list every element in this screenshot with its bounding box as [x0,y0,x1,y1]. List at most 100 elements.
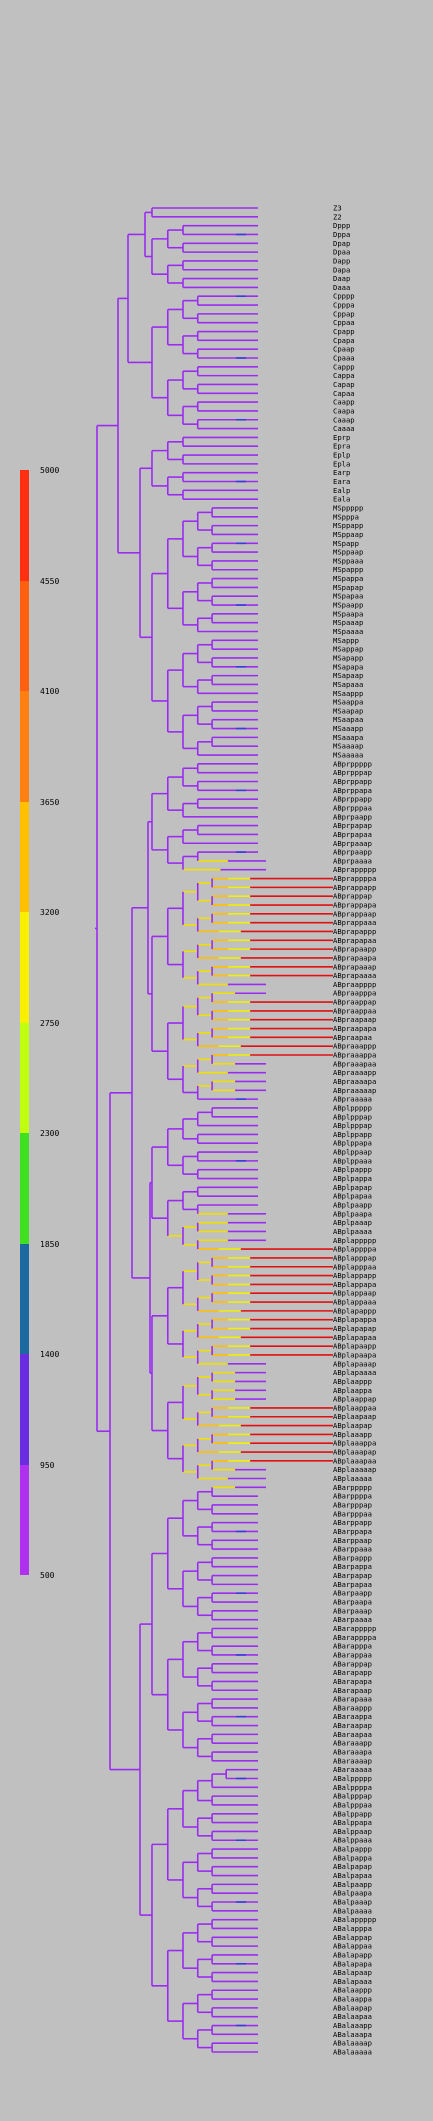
leaf-label: ABpraappap [333,998,376,1007]
color-scale-band [20,1022,29,1133]
leaf-label: Cppaa [333,318,355,327]
leaf-label: ABalaapap [333,2003,372,2012]
leaf-label: ABplappaap [333,1289,376,1298]
leaf-label: Z3 [333,204,342,213]
leaf-label: ABprpppap [333,768,372,777]
leaf-label: MSapapa [333,662,363,671]
leaf-label: ABpraappaa [333,1006,376,1015]
leaf-label: ABarpapaa [333,1580,372,1589]
color-scale-tick-label: 4550 [40,576,60,586]
leaf-label: ABprapaapa [333,953,376,962]
leaf-label: ABplpaapp [333,1200,372,1209]
leaf-label: MSaaaaa [333,751,363,760]
leaf-label: ABplappapa [333,1280,376,1289]
leaf-label: Caaaa [333,424,355,433]
leaf-label: ABprappapa [333,901,376,910]
color-scale-tick-label: 5000 [40,466,60,475]
leaf-label: Epra [333,442,350,451]
leaf-label: ABprpppaa [333,803,372,812]
leaf-label: ABpraaaaap [333,1086,376,1095]
leaf-label: Cpaap [333,345,355,354]
color-scale-tick-label: 2300 [40,1129,60,1138]
leaf-label: ABaraaapp [333,1739,372,1748]
leaf-label: Cpaaa [333,353,355,362]
leaf-label: ABalaaapp [333,2021,372,2030]
leaf-label: ABprappppa [333,874,376,883]
leaf-label: ABpraapaap [333,1015,376,1024]
leaf-label: ABalaaapa [333,2030,372,2039]
leaf-label: ABplaappaa [333,1403,376,1412]
leaf-label: ABplappaaa [333,1298,376,1307]
leaf-label: ABplapaapp [333,1342,376,1351]
leaf-label: ABplapaapa [333,1350,376,1359]
leaf-label: ABarpaaaa [333,1615,372,1624]
leaf-label: Dpap [333,239,350,248]
leaf-label: ABarpappa [333,1562,372,1571]
leaf-label: Eala [333,495,350,504]
leaf-label: ABarapaap [333,1686,372,1695]
leaf-label: ABaraapaa [333,1730,372,1739]
leaf-label: ABplaaapp [333,1430,372,1439]
leaf-label: ABprppppp [333,759,372,768]
leaf-label: MSaappp [333,689,363,698]
leaf-label: Dppp [333,221,350,230]
leaf-label: ABprapappp [333,927,376,936]
leaf-label: ABprpaaaa [333,856,372,865]
leaf-label: ABplapaaap [333,1359,376,1368]
leaf-label: ABarppaaa [333,1545,372,1554]
leaf-label: ABalppaap [333,1827,372,1836]
leaf-label: Cpppa [333,301,355,310]
color-scale-band [20,691,29,802]
color-scale-tick-label: 1400 [40,1350,60,1359]
color-scale-band [20,1133,29,1244]
leaf-label: MSaaaap [333,742,363,751]
leaf-label: ABarappppp [333,1624,376,1633]
leaf-label: ABpraaaaa [333,1095,372,1104]
color-scale-band [20,1243,29,1354]
leaf-label: ABplppaap [333,1148,372,1157]
leaf-label: ABalapapa [333,1959,372,1968]
leaf-label: ABalpaapp [333,1880,372,1889]
leaf-label: ABalpaaap [333,1898,372,1907]
leaf-label: Daaa [333,283,350,292]
leaf-label: Earp [333,468,350,477]
leaf-label: ABplpappp [333,1165,372,1174]
leaf-label: ABplpaaap [333,1218,372,1227]
leaf-label: ABarppppp [333,1483,372,1492]
leaf-label: ABplaapap [333,1421,372,1430]
leaf-label: MSaapaa [333,715,363,724]
leaf-label: ABaraaaap [333,1756,372,1765]
leaf-label: ABarappap [333,1659,372,1668]
leaf-label: ABplappppa [333,1245,376,1254]
leaf-label: ABarappppa [333,1633,376,1642]
leaf-label: MSaappa [333,698,363,707]
leaf-label: ABplpappa [333,1174,372,1183]
leaf-label: ABalappaa [333,1942,372,1951]
leaf-label: Caaap [333,415,355,424]
leaf-label: Dpaa [333,248,350,257]
leaf-label: ABplapppap [333,1253,376,1262]
color-scale-tick-label: 950 [40,1460,55,1470]
leaf-label: ABarppaap [333,1536,372,1545]
leaf-label: ABplaappap [333,1395,376,1404]
leaf-label: ABalpappa [333,1853,372,1862]
leaf-label: ABalppppa [333,1783,372,1792]
leaf-label: Epla [333,459,350,468]
leaf-label: Z2 [333,212,342,221]
leaf-label: MSapapp [333,653,363,662]
color-scale-tick-label: 2750 [40,1018,60,1028]
leaf-label: ABplpapap [333,1183,372,1192]
leaf-label: MSaaapa [333,733,363,742]
leaf-label: Dapa [333,265,350,274]
leaf-label: ABarappaa [333,1650,372,1659]
leaf-label: ABplappapp [333,1271,376,1280]
leaf-label: MSappp [333,636,359,645]
leaf-label: MSpaaap [333,618,363,627]
color-scale-tick-label: 4100 [40,687,60,696]
leaf-label: ABplaappp [333,1377,372,1386]
leaf-label: ABprpaaap [333,839,372,848]
leaf-label: ABpraapaa [333,1033,372,1042]
leaf-label: Eara [333,477,350,486]
leaf-label: ABalappppp [333,1915,376,1924]
